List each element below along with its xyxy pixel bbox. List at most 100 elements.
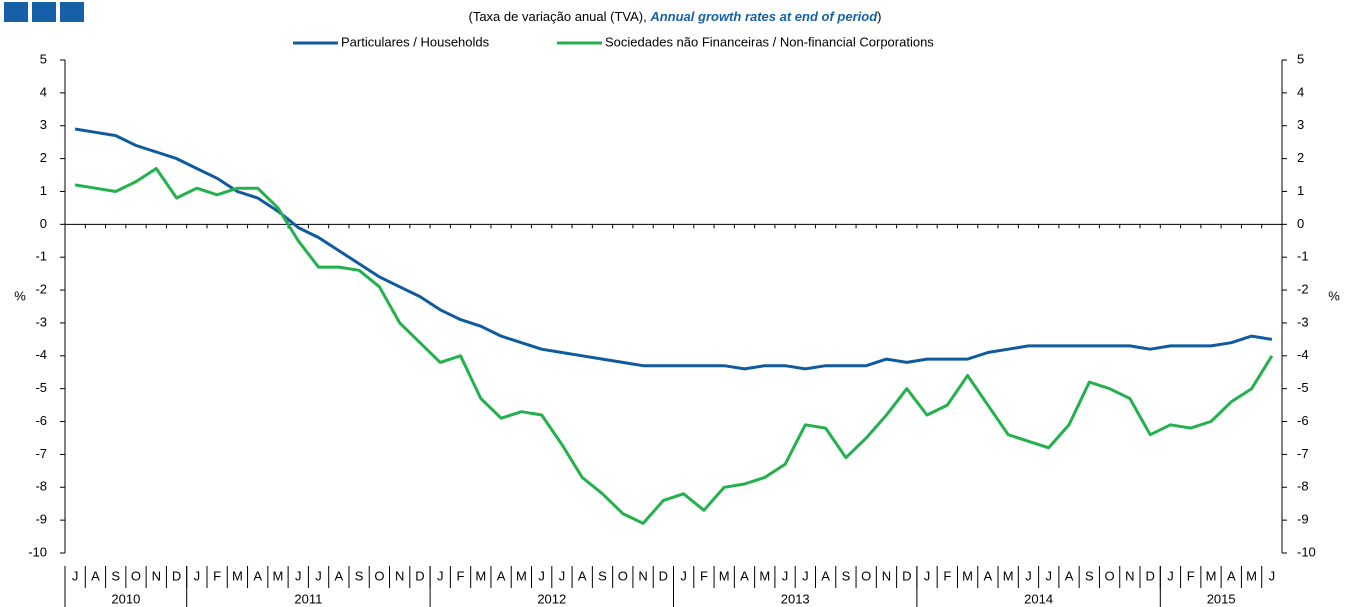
x-tick-label: M [1003,568,1014,583]
x-tick-label: O [131,568,141,583]
x-tick-label: O [861,568,871,583]
y-tick-label: 3 [40,117,47,132]
x-tick-label: J [802,568,809,583]
x-tick-label: M [759,568,770,583]
legend-label: Sociedades não Financeiras / Non-financi… [605,34,934,49]
x-tick-label: A [253,568,262,583]
x-tick-label: S [842,568,851,583]
series-line [74,167,1274,525]
x-tick-label: F [1187,568,1195,583]
x-tick-label: F [700,568,708,583]
y-tick-label: -10 [28,544,47,559]
y2-tick-label: -4 [1297,347,1309,362]
x-tick-label: S [1085,568,1094,583]
year-label: 2014 [1024,591,1053,606]
y-tick-label: 1 [40,183,47,198]
year-label: 2013 [781,591,810,606]
x-tick-label: M [516,568,527,583]
series-line [74,127,1273,371]
y-tick-label: 0 [40,216,47,231]
x-tick-label: N [882,568,891,583]
x-tick-label: A [578,568,587,583]
x-tick-label: N [638,568,647,583]
y2-tick-label: 2 [1297,150,1304,165]
x-tick-label: N [152,568,161,583]
x-tick-label: J [1167,568,1174,583]
x-tick-label: J [680,568,687,583]
y-tick-label: -2 [35,282,47,297]
x-tick-label: J [194,568,201,583]
x-tick-label: M [962,568,973,583]
y-tick-label: -9 [35,512,47,527]
x-tick-label: M [719,568,730,583]
x-tick-label: A [984,568,993,583]
x-tick-label: O [374,568,384,583]
y-tick-label: -3 [35,314,47,329]
x-tick-label: D [415,568,424,583]
y2-tick-label: 0 [1297,216,1304,231]
x-tick-label: A [740,568,749,583]
x-tick-label: A [334,568,343,583]
y-tick-label: -7 [35,446,47,461]
x-tick-label: A [1227,568,1236,583]
x-tick-label: M [232,568,243,583]
x-tick-label: N [1125,568,1134,583]
x-tick-label: J [72,568,79,583]
x-tick-label: J [924,568,931,583]
y2-tick-label: 5 [1297,51,1304,66]
x-tick-label: A [821,568,830,583]
logo-block [4,2,28,22]
x-tick-label: A [1065,568,1074,583]
y2-tick-label: -7 [1297,446,1309,461]
x-tick-label: M [1246,568,1257,583]
year-label: 2012 [537,591,566,606]
x-tick-label: J [1045,568,1052,583]
y-tick-label: -8 [35,479,47,494]
x-tick-label: J [538,568,545,583]
x-tick-label: J [1269,568,1276,583]
x-tick-label: D [1145,568,1154,583]
y2-tick-label: -8 [1297,479,1309,494]
x-tick-label: D [659,568,668,583]
x-tick-label: O [1105,568,1115,583]
y2-tick-label: -9 [1297,512,1309,527]
x-tick-label: J [315,568,322,583]
year-label: 2015 [1207,591,1236,606]
y2-tick-label: 1 [1297,183,1304,198]
logo-block [60,2,84,22]
legend-label: Particulares / Households [341,34,490,49]
y-tick-label: 2 [40,150,47,165]
y2-axis-label: % [1328,288,1340,303]
x-tick-label: F [457,568,465,583]
y2-tick-label: -3 [1297,314,1309,329]
y-tick-label: -6 [35,413,47,428]
x-tick-label: D [902,568,911,583]
x-tick-label: N [395,568,404,583]
x-tick-label: A [497,568,506,583]
year-label: 2010 [111,591,140,606]
x-tick-label: M [273,568,284,583]
y2-tick-label: 3 [1297,117,1304,132]
y2-tick-label: -10 [1297,544,1316,559]
y2-tick-label: -6 [1297,413,1309,428]
x-tick-label: S [111,568,120,583]
subtitle: (Taxa de variação anual (TVA), Annual gr… [469,9,882,24]
x-tick-label: J [1025,568,1032,583]
x-tick-label: S [355,568,364,583]
y-tick-label: -5 [35,380,47,395]
x-tick-label: J [295,568,302,583]
x-tick-label: S [598,568,607,583]
y2-tick-label: -5 [1297,380,1309,395]
y-axis-label: % [14,288,26,303]
x-tick-label: A [91,568,100,583]
y2-tick-label: -1 [1297,249,1309,264]
x-tick-label: D [172,568,181,583]
y2-tick-label: -2 [1297,282,1309,297]
x-tick-label: J [559,568,566,583]
x-tick-label: F [213,568,221,583]
y2-tick-label: 4 [1297,84,1304,99]
x-tick-label: J [437,568,444,583]
x-tick-label: J [782,568,789,583]
x-tick-label: O [618,568,628,583]
